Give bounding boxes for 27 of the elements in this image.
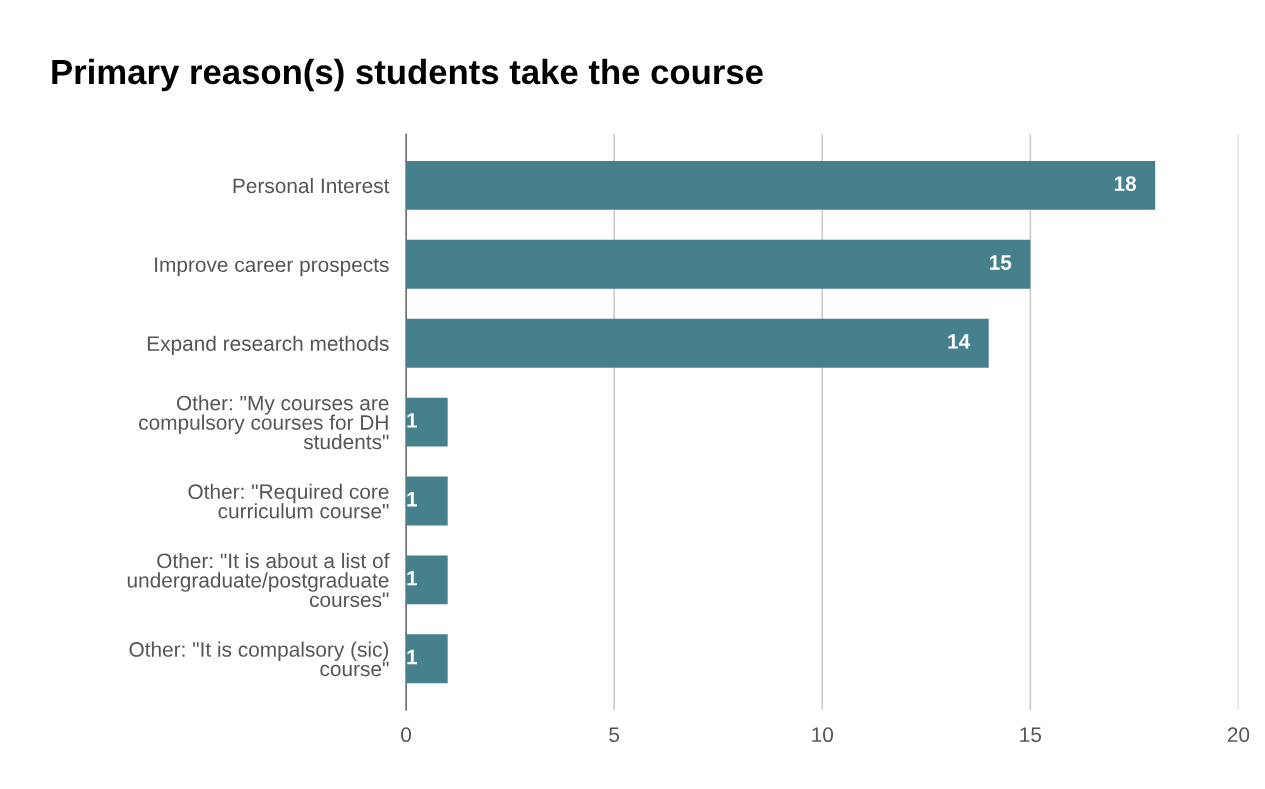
- bar: [406, 318, 989, 368]
- y-tick-label: Other: "It is compalsory (sic) course": [129, 641, 389, 677]
- bar: [406, 397, 448, 447]
- bar: [406, 476, 448, 526]
- data-label: 18: [1114, 176, 1137, 192]
- bar: [406, 634, 448, 684]
- x-tick-label: 20: [1227, 727, 1250, 743]
- bar: [406, 555, 448, 605]
- data-label: 1: [407, 570, 418, 586]
- data-label: 1: [407, 649, 418, 665]
- y-tick-label: Other: "It is about a list of undergraduate/postgraduate courses": [127, 552, 390, 608]
- bar: [406, 160, 1156, 210]
- y-tick-label: Personal Interest: [233, 177, 390, 194]
- x-tick-label: 10: [812, 727, 834, 743]
- x-tick-label: 0: [401, 727, 412, 743]
- x-tick-label: 5: [609, 727, 620, 743]
- data-label: 1: [407, 492, 418, 507]
- data-label: 1: [407, 413, 418, 428]
- bar: [406, 239, 1031, 289]
- y-tick-label: Other: "Required core curriculum course": [188, 483, 389, 519]
- data-label: 15: [989, 255, 1012, 270]
- data-label: 14: [948, 334, 971, 349]
- x-tick-label: 15: [1020, 727, 1042, 743]
- y-tick-label: Improve career prospects: [155, 257, 389, 277]
- chart-title: Primary reason(s) students take the course: [52, 58, 763, 92]
- y-tick-label: Expand research methods: [147, 335, 389, 356]
- y-tick-label: Other: "My courses are compulsory courses for DH students": [139, 395, 389, 450]
